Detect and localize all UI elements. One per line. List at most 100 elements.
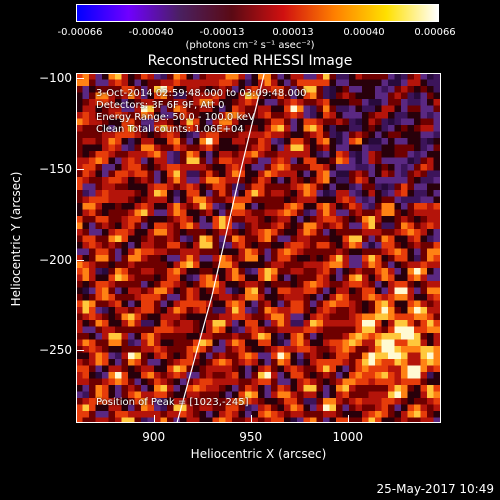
heatmap-cell (277, 248, 285, 256)
heatmap-cell (407, 411, 415, 418)
heatmap-cell (323, 157, 330, 165)
heatmap-cell (245, 261, 252, 269)
heatmap-cell (316, 307, 324, 314)
heatmap-cell (95, 112, 103, 119)
heatmap-cell (154, 294, 161, 301)
heatmap-cell (154, 209, 161, 217)
heatmap-cell (264, 281, 272, 288)
heatmap-cell (141, 112, 148, 119)
colorbar-unit: (photons cm⁻² s⁻¹ asec⁻²) (185, 40, 315, 51)
heatmap-cell (108, 112, 116, 119)
heatmap-cell (355, 287, 363, 295)
colorbar (76, 4, 439, 22)
heatmap-cell (95, 404, 103, 412)
heatmap-cell (121, 144, 129, 152)
heatmap-cell (329, 125, 337, 132)
heatmap-cell (375, 378, 382, 386)
heatmap-cell (375, 170, 382, 178)
heatmap-cell (362, 144, 369, 152)
heatmap-cell (82, 99, 90, 106)
heatmap-cell (362, 307, 369, 314)
heatmap-cell (95, 255, 103, 262)
heatmap-cell (154, 333, 161, 340)
heatmap-cell (160, 151, 168, 158)
heatmap-cell (407, 404, 415, 412)
heatmap-cell (433, 365, 441, 373)
heatmap-cell (186, 99, 194, 106)
y-tick-mark (76, 259, 84, 261)
heatmap-cell (323, 242, 330, 249)
heatmap-cell (290, 131, 298, 139)
heatmap-cell (258, 391, 265, 399)
heatmap-cell (212, 222, 220, 230)
heatmap-cell (180, 131, 187, 139)
heatmap-cell (95, 268, 103, 275)
heatmap-cell (238, 346, 246, 353)
heatmap-cell (167, 73, 174, 80)
heatmap-cell (128, 378, 135, 386)
heatmap-cell (264, 138, 272, 145)
heatmap-cell (316, 79, 324, 87)
heatmap-cell (349, 216, 356, 223)
heatmap-cell (271, 216, 278, 223)
heatmap-cell (115, 79, 122, 87)
heatmap-cell (355, 190, 363, 197)
colorbar-tick-label: 0.00013 (272, 27, 314, 38)
heatmap-cell (323, 411, 330, 418)
heatmap-cell (284, 190, 291, 197)
heatmap-cell (440, 411, 441, 418)
heatmap-cell (316, 404, 324, 412)
heatmap-cell (245, 118, 252, 126)
heatmap-cell (258, 183, 265, 191)
heatmap-cell (303, 333, 311, 340)
heatmap-cell (232, 378, 239, 386)
heatmap-cell (95, 222, 103, 230)
heatmap-cell (407, 105, 415, 113)
heatmap-cell (362, 313, 369, 321)
heatmap-cell (193, 157, 200, 165)
heatmap-cell (121, 287, 129, 295)
heatmap-cell (115, 320, 122, 327)
heatmap-cell (121, 164, 129, 171)
heatmap-cell (329, 255, 337, 262)
heatmap-cell (375, 326, 382, 334)
heatmap-cell (167, 274, 174, 282)
heatmap-cell (323, 99, 330, 106)
heatmap-cell (271, 274, 278, 282)
heatmap-cell (316, 222, 324, 230)
heatmap-cell (284, 385, 291, 392)
heatmap-cell (121, 274, 129, 282)
heatmap-cell (323, 248, 330, 256)
heatmap-cell (180, 385, 187, 392)
heatmap-cell (232, 417, 239, 423)
heatmap-cell (433, 92, 441, 100)
heatmap-cell (407, 372, 415, 379)
heatmap-cell (401, 118, 408, 126)
heatmap-cell (264, 242, 272, 249)
heatmap-cell (368, 86, 376, 93)
heatmap-cell (433, 235, 441, 243)
heatmap-cell (349, 398, 356, 405)
heatmap-cell (160, 177, 168, 184)
heatmap-cell (206, 242, 213, 249)
heatmap-cell (251, 170, 259, 178)
heatmap-cell (427, 164, 434, 171)
heatmap-cell (173, 105, 181, 113)
heatmap-cell (440, 255, 441, 262)
heatmap-cell (427, 242, 434, 249)
heatmap-cell (102, 372, 109, 379)
heatmap-cell (245, 105, 252, 113)
heatmap-cell (414, 281, 421, 288)
heatmap-cell (336, 170, 343, 178)
heatmap-cell (420, 313, 428, 321)
heatmap-cell (134, 105, 142, 113)
heatmap-cell (329, 105, 337, 113)
heatmap-cell (154, 73, 161, 80)
heatmap-cell (316, 333, 324, 340)
heatmap-cell (89, 294, 96, 301)
heatmap-cell (277, 86, 285, 93)
heatmap-cell (173, 235, 181, 243)
heatmap-cell (284, 209, 291, 217)
heatmap-cell (329, 352, 337, 360)
plot-area (76, 73, 441, 423)
